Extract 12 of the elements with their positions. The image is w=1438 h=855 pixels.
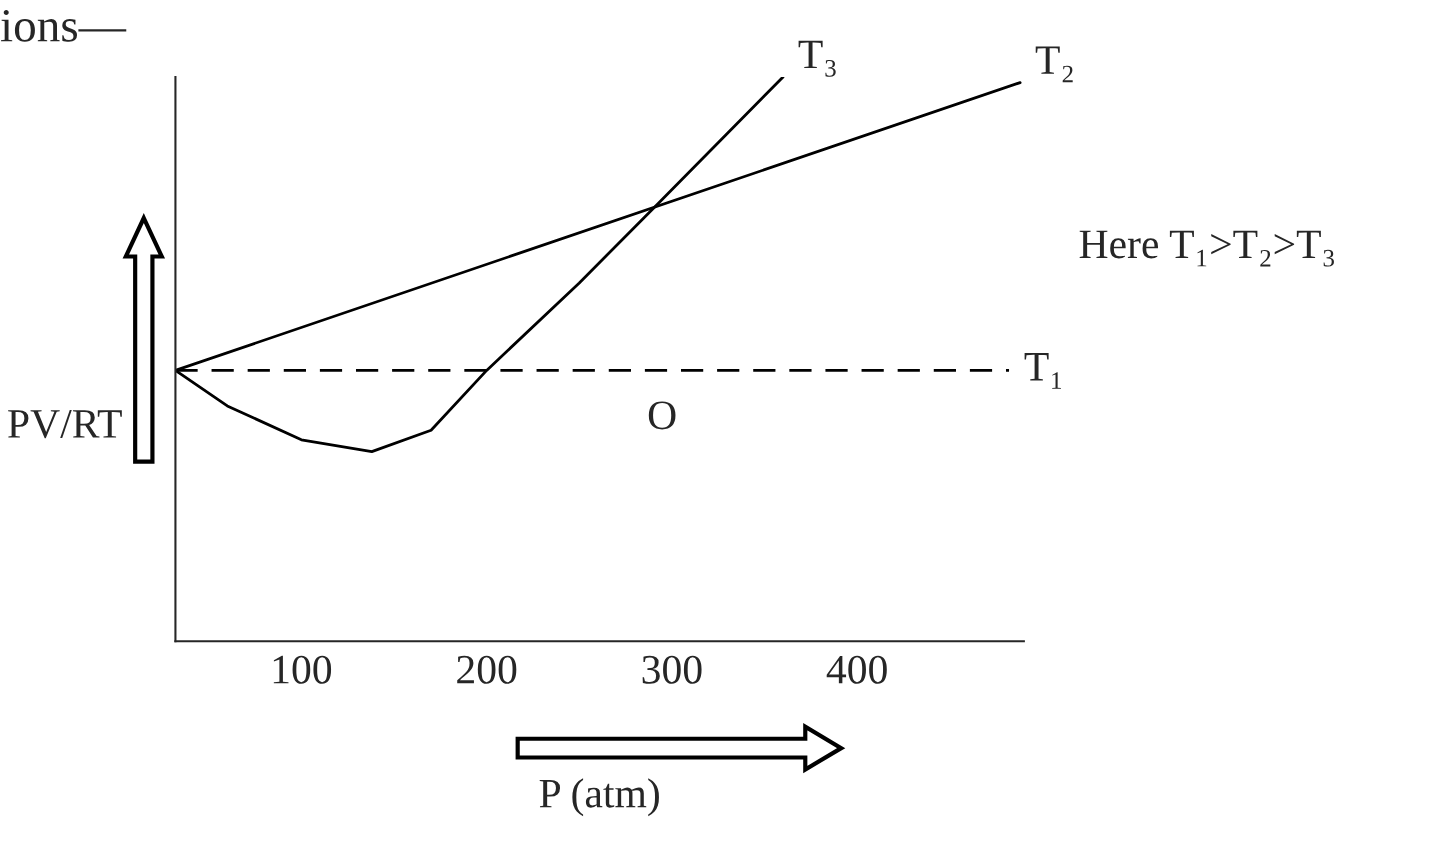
- x-axis-title: P (atm): [539, 778, 659, 817]
- y-axis-title: PV/RT: [8, 410, 122, 439]
- x-tick-label: 400: [826, 655, 887, 684]
- annotation: O: [648, 401, 676, 430]
- series-label: T₂: [1035, 46, 1073, 83]
- series-label: T₃: [798, 40, 836, 77]
- series-label: T₁: [1024, 353, 1061, 389]
- chart-title: ions—: [0, 10, 127, 42]
- x-tick-label: 300: [642, 655, 702, 684]
- x-tick-label: 100: [273, 655, 332, 684]
- x-tick-label: 200: [457, 655, 517, 684]
- text: Here T₁>T₂>T₃: [1079, 230, 1334, 267]
